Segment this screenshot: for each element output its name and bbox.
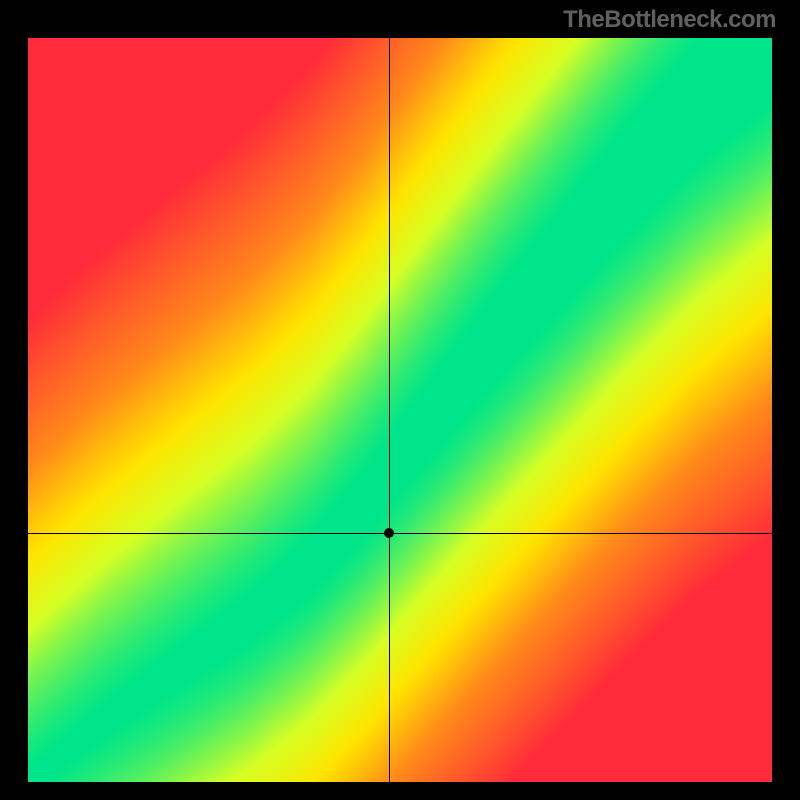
marker-dot xyxy=(384,528,394,538)
plot-area xyxy=(28,38,772,782)
chart-container: TheBottleneck.com xyxy=(0,0,800,800)
crosshair-horizontal xyxy=(28,533,772,534)
heatmap-canvas xyxy=(28,38,772,782)
attribution-label: TheBottleneck.com xyxy=(563,6,776,34)
crosshair-vertical xyxy=(389,38,390,782)
